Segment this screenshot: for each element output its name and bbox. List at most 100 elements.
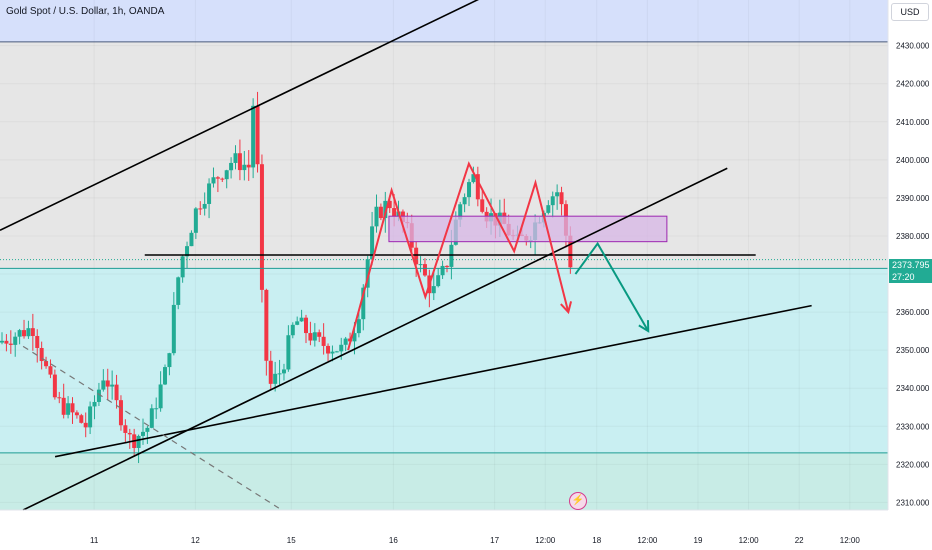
candle-body <box>387 200 392 209</box>
candle-body <box>383 200 388 219</box>
candle-body <box>176 277 181 305</box>
x-tick-label: 11 <box>90 536 99 545</box>
candle-body <box>334 351 339 353</box>
candle-body <box>154 408 159 410</box>
y-tick-label: 2360.000 <box>896 308 930 317</box>
candle-body <box>326 345 331 354</box>
lightning-bolt-icon[interactable]: ⚡ <box>569 492 587 510</box>
candle-body <box>0 340 4 343</box>
candle-body <box>52 374 57 398</box>
candle-body <box>35 335 40 348</box>
x-tick-label: 12:00 <box>535 536 556 545</box>
candle-body <box>8 343 13 345</box>
candle-body <box>83 422 88 428</box>
candle-body <box>568 235 573 268</box>
candle-body <box>127 432 132 435</box>
x-tick-label: 22 <box>795 536 804 545</box>
candle-body <box>13 336 18 345</box>
candle-body <box>215 177 220 179</box>
candle-body <box>185 246 190 257</box>
candle-body <box>312 332 317 341</box>
last-price-tag: 2373.795 27:20 <box>889 259 932 283</box>
candle-body <box>264 289 269 361</box>
candle-body <box>180 256 185 278</box>
candle-body <box>57 397 62 399</box>
y-tick-label: 2310.000 <box>896 498 930 507</box>
candle-body <box>61 397 66 415</box>
candle-body <box>414 247 419 265</box>
x-tick-label: 17 <box>490 536 499 545</box>
x-tick-label: 18 <box>592 536 601 545</box>
candle-body <box>22 330 27 337</box>
candle-body <box>105 380 110 387</box>
candle-body <box>66 403 71 415</box>
candle-body <box>444 265 449 267</box>
candle-body <box>202 203 207 209</box>
candle-body <box>273 373 278 384</box>
candle-body <box>123 425 128 433</box>
candle-body <box>30 328 35 336</box>
trendline <box>0 0 480 231</box>
candle-body <box>70 403 75 413</box>
red-projection-arrowhead <box>560 301 573 315</box>
y-tick-label: 2430.000 <box>896 42 930 51</box>
candle-body <box>330 351 335 354</box>
candle-body <box>44 361 49 367</box>
currency-button[interactable]: USD <box>891 3 929 21</box>
green-projection-arrowhead <box>638 320 650 333</box>
candle-body <box>246 164 251 168</box>
candle-body <box>268 360 273 384</box>
candle-body <box>480 199 485 212</box>
candle-body <box>277 373 282 375</box>
candle-body <box>136 435 141 448</box>
candle-body <box>317 332 322 337</box>
x-tick-label: 12:00 <box>739 536 760 545</box>
candle-body <box>189 232 194 247</box>
trendline <box>54 304 812 458</box>
candle-body <box>101 380 106 390</box>
candle-body <box>458 204 463 220</box>
candle-body <box>462 197 467 205</box>
candle-body <box>110 384 115 387</box>
candle-body <box>149 408 154 428</box>
y-tick-label: 2330.000 <box>896 422 930 431</box>
candle-body <box>550 196 555 206</box>
candle-body <box>74 412 79 416</box>
candle-body <box>118 400 123 426</box>
y-tick-label: 2420.000 <box>896 80 930 89</box>
candle-body <box>198 208 203 210</box>
candle-body <box>211 177 216 184</box>
candle-body <box>193 208 198 233</box>
last-price-value: 2373.795 <box>892 260 930 270</box>
candle-body <box>299 317 304 322</box>
y-tick-label: 2410.000 <box>896 118 930 127</box>
candle-body <box>26 328 31 337</box>
candle-body <box>431 286 436 294</box>
candle-body <box>559 192 564 205</box>
candle-body <box>237 153 242 171</box>
candle-body <box>233 153 238 163</box>
chart-title: Gold Spot / U.S. Dollar, 1h, OANDA <box>6 6 165 17</box>
candle-body <box>281 369 286 374</box>
zone-lower <box>0 268 888 453</box>
candle-body <box>224 170 229 180</box>
candle-body <box>321 336 326 346</box>
candle-body <box>286 335 291 370</box>
candle-body <box>422 264 427 276</box>
candle-body <box>449 244 454 267</box>
candle-body <box>343 338 348 345</box>
resistance-box <box>388 215 668 243</box>
x-tick-label: 19 <box>694 536 703 545</box>
candle-body <box>4 340 9 344</box>
candle-body <box>374 206 379 227</box>
y-tick-label: 2340.000 <box>896 384 930 393</box>
bar-countdown: 27:20 <box>892 272 915 282</box>
y-tick-label: 2400.000 <box>896 156 930 165</box>
candle-body <box>361 287 366 320</box>
y-tick-label: 2320.000 <box>896 460 930 469</box>
trendline <box>22 167 728 511</box>
candle-body <box>308 333 313 341</box>
x-tick-label: 16 <box>389 536 398 545</box>
candle-body <box>467 182 472 198</box>
